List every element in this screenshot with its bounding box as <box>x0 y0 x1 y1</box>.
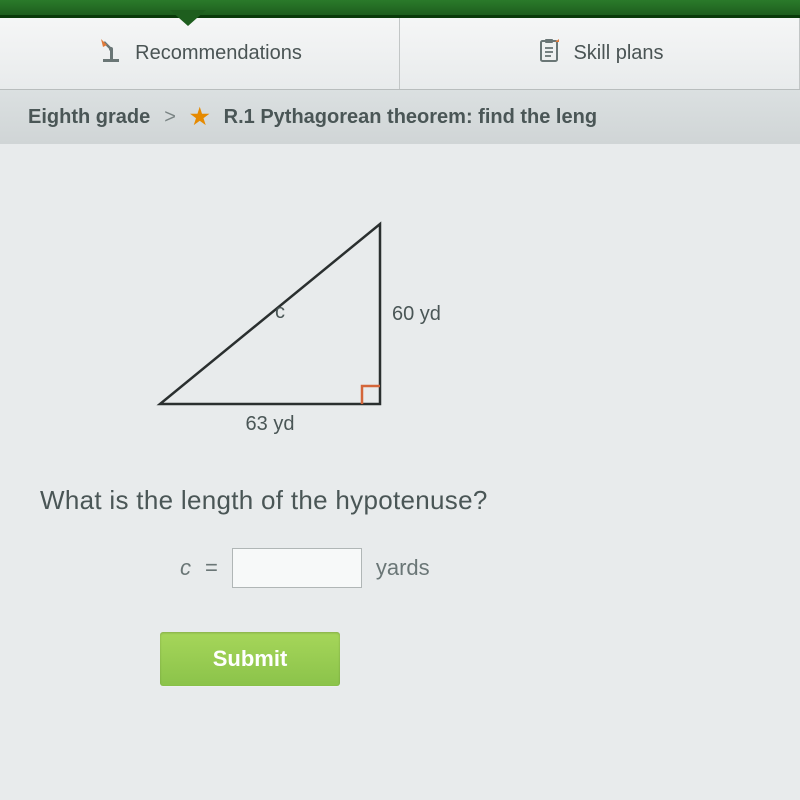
answer-unit: yards <box>376 555 430 581</box>
equals-sign: = <box>205 555 218 581</box>
star-icon: ★ <box>190 104 210 130</box>
breadcrumb-skill: R.1 Pythagorean theorem: find the leng <box>224 106 597 129</box>
clipboard-icon <box>535 37 563 71</box>
answer-variable: c <box>180 555 191 581</box>
nav-skill-plans-label: Skill plans <box>573 42 663 65</box>
nav-recommendations[interactable]: Recommendations <box>0 18 400 89</box>
svg-text:60 yd: 60 yd <box>392 303 441 325</box>
question-text: What is the length of the hypotenuse? <box>40 485 760 516</box>
svg-text:63 yd: 63 yd <box>246 413 295 435</box>
breadcrumb: Eighth grade ˃ ★ R.1 Pythagorean theorem… <box>0 90 800 144</box>
nav-recommendations-label: Recommendations <box>135 42 302 65</box>
header-green-bar <box>0 0 800 18</box>
triangle-figure: c 60 yd 63 yd <box>140 204 480 449</box>
content-area: c 60 yd 63 yd What is the length of the … <box>0 144 800 716</box>
desk-lamp-icon <box>97 37 125 71</box>
breadcrumb-grade[interactable]: Eighth grade <box>28 106 150 129</box>
answer-row: c = yards <box>180 548 760 588</box>
chevron-right-icon: ˃ <box>164 106 176 129</box>
top-nav: Recommendations Skill plans <box>0 18 800 90</box>
answer-input[interactable] <box>232 548 362 588</box>
svg-text:c: c <box>275 301 285 323</box>
nav-skill-plans[interactable]: Skill plans <box>400 18 800 89</box>
active-tab-pointer <box>170 10 206 26</box>
submit-button[interactable]: Submit <box>160 632 340 686</box>
